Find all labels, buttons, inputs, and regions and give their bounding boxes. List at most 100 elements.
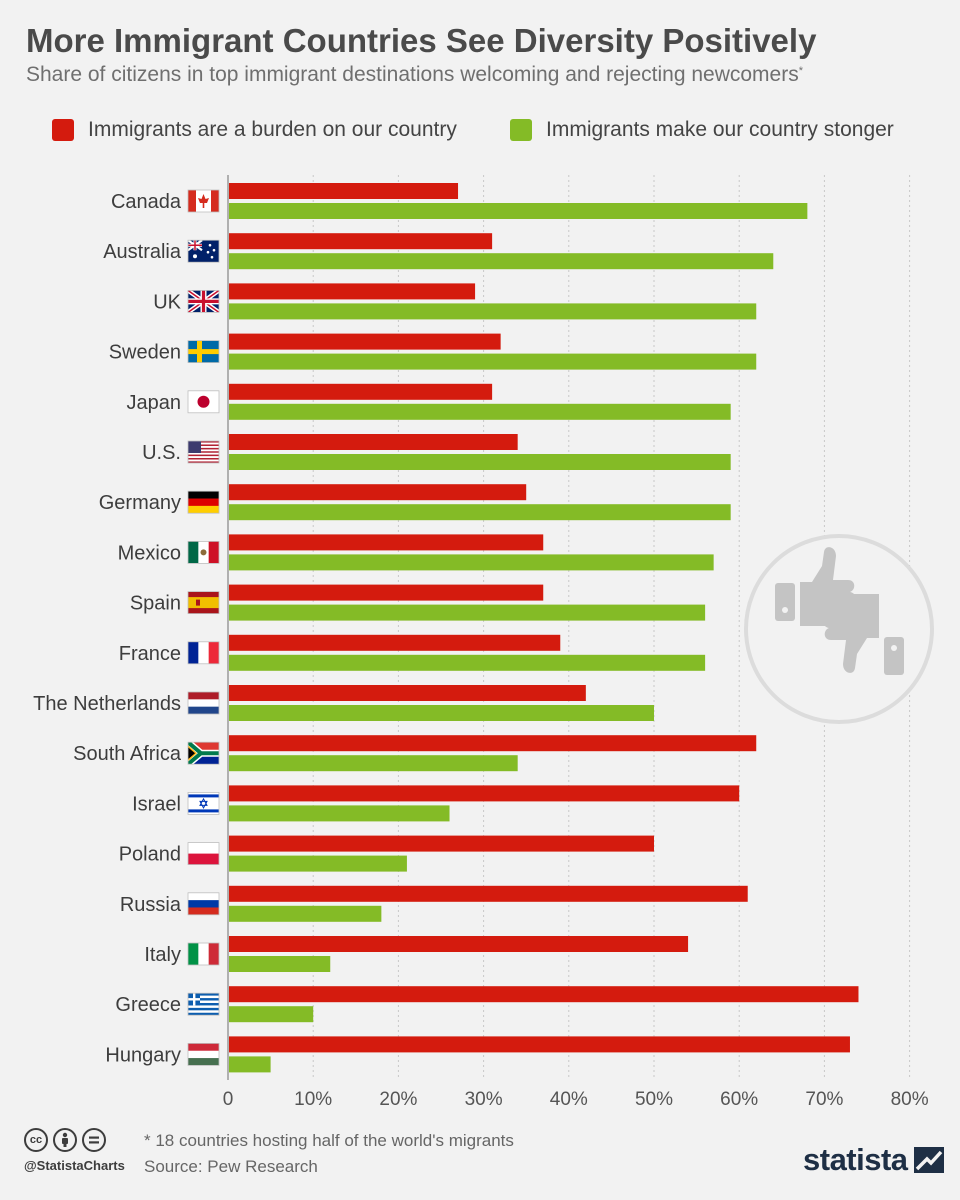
source-link[interactable]: Source: Pew Research — [144, 1157, 318, 1176]
legend-item-burden: Immigrants are a burden on our country — [52, 116, 457, 144]
statista-logo[interactable]: statista — [803, 1142, 944, 1178]
italy-flag-icon — [187, 942, 220, 966]
bar-stronger — [229, 654, 706, 671]
category-label: France — [119, 643, 181, 665]
bar-burden — [229, 434, 518, 450]
bar-burden — [229, 383, 493, 400]
netherlands-flag-icon — [187, 691, 220, 715]
uk-flag-icon — [187, 290, 220, 313]
mexico-flag-icon — [187, 540, 220, 564]
statista-mark-icon — [913, 1147, 944, 1173]
bar-stronger — [229, 604, 706, 621]
chart-subtitle: Share of citizens in top immigrant desti… — [26, 63, 803, 87]
license-block: cc @StatistaCharts — [24, 1128, 125, 1173]
bars-layer — [229, 183, 859, 1073]
bar-stronger — [229, 705, 654, 721]
bar-stronger — [229, 905, 382, 922]
bar-stronger — [229, 253, 774, 270]
bar-stronger — [229, 805, 450, 822]
south-africa-flag-icon — [187, 741, 220, 765]
statista-handle: @StatistaCharts — [24, 1158, 125, 1173]
x-tick-label: 30% — [465, 1089, 503, 1110]
category-labels: Canada Australia UK Sweden Japan U.S. Germany M… — [33, 191, 182, 1066]
category-label: Mexico — [118, 542, 181, 564]
bar-chart: Canada Australia UK Sweden Japan U.S. Germany M… — [33, 175, 934, 1110]
category-label: Hungary — [105, 1044, 181, 1066]
bar-burden — [229, 584, 544, 601]
us-flag-icon — [187, 440, 220, 464]
bar-stronger — [229, 1056, 271, 1073]
x-tick-label: 10% — [294, 1089, 332, 1110]
bar-stronger — [229, 755, 518, 772]
bar-stronger — [229, 203, 808, 219]
bar-burden — [229, 735, 757, 752]
nd-icon — [82, 1128, 106, 1152]
bar-stronger — [229, 554, 714, 571]
subtitle-footnote-mark: * — [798, 65, 803, 77]
category-label: Japan — [127, 392, 182, 414]
legend-swatch-burden — [52, 119, 74, 141]
legend-item-stronger: Immigrants make our country stonger — [510, 116, 894, 144]
category-label: The Netherlands — [33, 693, 181, 715]
category-label: U.S. — [142, 442, 181, 464]
brand-text: statista — [803, 1142, 908, 1177]
legend-label-burden: Immigrants are a burden on our country — [88, 118, 457, 141]
bar-stronger — [229, 504, 731, 521]
spain-flag-icon — [187, 591, 220, 615]
by-icon — [53, 1128, 77, 1152]
legend-swatch-stronger — [510, 119, 532, 141]
bar-burden — [229, 283, 476, 300]
germany-flag-icon — [187, 490, 220, 514]
france-flag-icon — [187, 641, 220, 665]
category-label: South Africa — [73, 743, 182, 765]
hungary-flag-icon — [187, 1043, 220, 1066]
category-label: Israel — [132, 793, 181, 815]
bar-burden — [229, 835, 654, 852]
bar-stronger — [229, 454, 731, 470]
x-axis-tick-labels: 0 10% 20% 30% 40% 50% 60% 70% 80% — [223, 1089, 929, 1110]
canada-flag-icon — [187, 189, 220, 213]
bar-stronger — [229, 303, 757, 320]
japan-flag-icon — [187, 390, 220, 414]
thumbs-up-down-icon — [744, 534, 934, 724]
category-label: Greece — [115, 994, 181, 1016]
legend-label-stronger: Immigrants make our country stonger — [546, 118, 894, 141]
category-label: Australia — [103, 241, 182, 263]
israel-flag-icon — [187, 792, 220, 815]
category-label: Germany — [99, 492, 181, 514]
bar-stronger — [229, 855, 407, 872]
bar-burden — [229, 1036, 850, 1053]
bar-stronger — [229, 1006, 314, 1023]
category-label: Sweden — [109, 342, 181, 364]
subtitle-text: Share of citizens in top immigrant desti… — [26, 63, 799, 86]
x-tick-label: 50% — [635, 1089, 673, 1110]
footnote: * 18 countries hosting half of the world… — [144, 1131, 514, 1150]
bar-burden — [229, 333, 501, 350]
category-label: UK — [153, 291, 181, 313]
poland-flag-icon — [187, 842, 220, 865]
category-label: Canada — [111, 191, 182, 213]
bar-burden — [229, 685, 586, 701]
category-label: Italy — [144, 944, 181, 966]
cc-icon: cc — [24, 1128, 48, 1152]
bar-stronger — [229, 956, 331, 972]
russia-flag-icon — [187, 892, 220, 916]
category-label: Russia — [120, 894, 182, 916]
bar-burden — [229, 986, 859, 1003]
sweden-flag-icon — [187, 340, 220, 364]
x-tick-label: 20% — [379, 1089, 417, 1110]
bar-burden — [229, 936, 689, 952]
bar-burden — [229, 634, 561, 651]
x-tick-label: 80% — [891, 1089, 929, 1110]
bar-burden — [229, 484, 527, 501]
bar-stronger — [229, 403, 731, 420]
bar-burden — [229, 233, 493, 250]
bar-burden — [229, 183, 459, 199]
bar-burden — [229, 785, 740, 802]
bar-stronger — [229, 353, 757, 370]
x-tick-label: 40% — [550, 1089, 588, 1110]
category-label: Spain — [130, 593, 181, 615]
bar-burden — [229, 534, 544, 551]
australia-flag-icon — [187, 239, 220, 263]
x-tick-label: 0 — [223, 1089, 234, 1110]
